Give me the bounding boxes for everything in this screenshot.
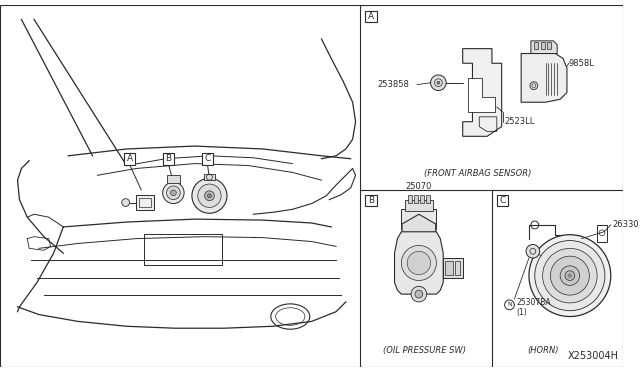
Bar — [414, 195, 418, 203]
Circle shape — [543, 248, 597, 303]
Circle shape — [192, 178, 227, 213]
Text: 2523LL: 2523LL — [504, 117, 535, 126]
Bar — [444, 258, 463, 278]
Circle shape — [205, 191, 214, 201]
Bar — [497, 195, 509, 206]
Bar — [136, 195, 154, 210]
Circle shape — [550, 256, 589, 295]
Polygon shape — [531, 41, 557, 54]
Text: (HORN): (HORN) — [528, 346, 559, 356]
Bar — [597, 225, 607, 243]
Circle shape — [411, 286, 427, 302]
Text: N: N — [507, 302, 512, 307]
Polygon shape — [463, 49, 502, 136]
Bar — [163, 153, 174, 164]
Text: A: A — [368, 12, 374, 21]
Circle shape — [163, 182, 184, 203]
Circle shape — [401, 246, 436, 280]
Bar — [445, 261, 453, 275]
Circle shape — [535, 241, 605, 311]
Text: C: C — [204, 154, 211, 163]
Text: (FRONT AIRBAG SENSOR): (FRONT AIRBAG SENSOR) — [424, 169, 531, 178]
Bar — [202, 153, 213, 164]
Text: (1): (1) — [516, 308, 527, 317]
Bar — [204, 174, 215, 180]
Text: 9858L: 9858L — [569, 59, 595, 68]
Bar — [144, 234, 222, 265]
Circle shape — [431, 75, 446, 90]
Circle shape — [565, 271, 575, 280]
Text: 25307BA: 25307BA — [516, 298, 551, 307]
Bar — [124, 153, 136, 164]
Bar — [455, 261, 460, 275]
Bar — [405, 200, 433, 211]
Circle shape — [568, 274, 572, 278]
Text: 26330: 26330 — [612, 221, 639, 230]
Bar — [140, 198, 151, 208]
Bar — [426, 195, 429, 203]
Text: B: B — [368, 196, 374, 205]
Text: 25070: 25070 — [406, 183, 432, 192]
Bar — [547, 42, 551, 49]
Circle shape — [170, 190, 176, 196]
Circle shape — [560, 266, 580, 285]
Text: C: C — [500, 196, 506, 205]
Text: B: B — [166, 154, 172, 163]
Bar — [534, 42, 538, 49]
Polygon shape — [402, 214, 436, 253]
Bar — [408, 195, 412, 203]
Circle shape — [407, 251, 431, 275]
Bar — [401, 209, 436, 229]
Circle shape — [530, 82, 538, 90]
Bar — [420, 195, 424, 203]
Polygon shape — [394, 232, 444, 294]
Circle shape — [122, 199, 129, 206]
Circle shape — [415, 290, 423, 298]
Circle shape — [526, 244, 540, 258]
Bar — [541, 42, 545, 49]
Bar — [365, 195, 377, 206]
Text: (OIL PRESSURE SW): (OIL PRESSURE SW) — [383, 346, 466, 356]
Bar — [365, 11, 377, 22]
Text: X253004H: X253004H — [568, 351, 619, 361]
Text: A: A — [127, 154, 132, 163]
Circle shape — [529, 235, 611, 317]
Bar — [166, 175, 180, 183]
Circle shape — [166, 186, 180, 200]
Circle shape — [207, 194, 211, 198]
Circle shape — [437, 81, 440, 84]
Circle shape — [198, 184, 221, 208]
Circle shape — [530, 248, 536, 254]
Polygon shape — [521, 54, 567, 102]
Polygon shape — [468, 78, 495, 112]
Text: 253858: 253858 — [377, 80, 409, 89]
